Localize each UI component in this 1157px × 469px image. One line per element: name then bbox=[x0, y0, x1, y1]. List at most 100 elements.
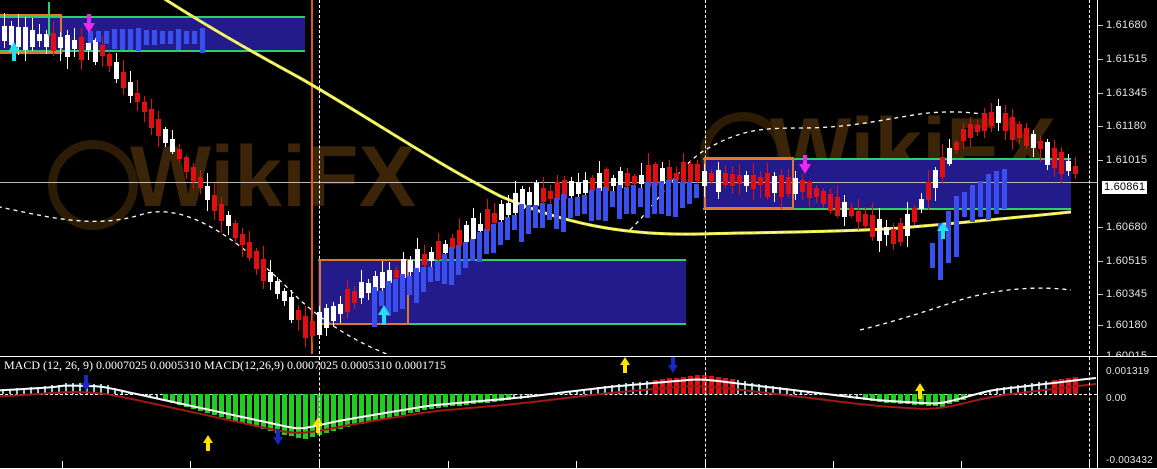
candle-body bbox=[1045, 142, 1050, 165]
price-axis-tick bbox=[1098, 126, 1103, 127]
macd-histogram-bar bbox=[1031, 383, 1033, 394]
macd-histogram-bar bbox=[891, 394, 896, 403]
momentum-bar bbox=[184, 30, 189, 44]
candle-body bbox=[170, 139, 175, 152]
macd-histogram-bar bbox=[331, 394, 336, 431]
momentum-bar bbox=[386, 281, 391, 316]
momentum-bar bbox=[575, 197, 580, 216]
momentum-bar bbox=[680, 182, 685, 208]
macd-histogram-bar bbox=[471, 394, 476, 404]
candle-body bbox=[751, 175, 756, 189]
macd-histogram-bar bbox=[65, 383, 67, 394]
macd-histogram-bar bbox=[149, 394, 151, 397]
candle-body bbox=[555, 182, 560, 200]
candle-body bbox=[184, 157, 189, 172]
momentum-bar bbox=[561, 194, 566, 232]
macd-histogram-bar bbox=[1010, 386, 1012, 394]
candle-body bbox=[107, 54, 112, 66]
candle-body bbox=[548, 191, 553, 199]
signal-box-left[interactable] bbox=[0, 14, 62, 54]
momentum-bar bbox=[582, 195, 587, 214]
price-axis-label: 1.61680 bbox=[1106, 19, 1148, 31]
macd-histogram-bar bbox=[751, 383, 753, 395]
macd-histogram-bar bbox=[709, 376, 714, 394]
macd-histogram-bar bbox=[366, 394, 371, 422]
price-axis-tick bbox=[1098, 160, 1103, 161]
macd-histogram-bar bbox=[779, 387, 781, 394]
candle-body bbox=[163, 129, 168, 143]
momentum-bar bbox=[470, 239, 475, 261]
price-chart-pane[interactable]: WikiFX WikiFX bbox=[0, 0, 1097, 354]
candle-body bbox=[415, 249, 420, 272]
momentum-bar bbox=[519, 204, 524, 242]
macd-histogram-bar bbox=[905, 394, 910, 404]
macd-axis-tick bbox=[833, 461, 834, 468]
price-axis-label: 1.60680 bbox=[1106, 221, 1148, 233]
candle-body bbox=[604, 169, 609, 191]
candle-body bbox=[639, 175, 644, 184]
momentum-bar bbox=[673, 179, 678, 217]
momentum-bar bbox=[152, 30, 157, 45]
momentum-bar bbox=[200, 27, 205, 53]
momentum-bar bbox=[88, 31, 93, 43]
macd-histogram-bar bbox=[415, 394, 420, 412]
candle-body bbox=[373, 276, 378, 291]
macd-histogram-bar bbox=[177, 394, 182, 405]
candle-body bbox=[534, 183, 539, 206]
macd-histogram-bar bbox=[401, 394, 406, 415]
macd-histogram-bar bbox=[765, 385, 767, 394]
candle-body bbox=[828, 194, 833, 211]
candle-body bbox=[275, 281, 280, 294]
candle-body bbox=[303, 316, 308, 338]
candle-body bbox=[317, 312, 322, 335]
macd-histogram-bar bbox=[492, 394, 497, 402]
candle-body bbox=[898, 223, 903, 242]
candle-body bbox=[569, 181, 574, 196]
candle-body bbox=[58, 37, 63, 48]
macd-histogram-bar bbox=[996, 388, 998, 394]
candle-body bbox=[541, 188, 546, 202]
candle-body bbox=[394, 270, 399, 278]
vertical-marker-orange bbox=[311, 0, 313, 354]
macd-histogram-bar bbox=[303, 394, 308, 439]
candle-body bbox=[37, 34, 42, 41]
candle-body bbox=[702, 171, 707, 186]
macd-histogram-bar bbox=[653, 380, 658, 394]
candle-body bbox=[135, 93, 140, 102]
macd-axis[interactable]: 0.001319 0.00 -0.003432 bbox=[1097, 356, 1157, 469]
candle-body bbox=[177, 149, 182, 159]
candle-body bbox=[149, 109, 154, 128]
candle-body bbox=[72, 40, 77, 49]
macd-histogram-bar bbox=[282, 394, 287, 435]
candle-body bbox=[23, 27, 28, 50]
candle-body bbox=[478, 224, 483, 231]
candle-body bbox=[198, 177, 203, 188]
macd-histogram-bar bbox=[919, 394, 924, 405]
momentum-bar bbox=[666, 180, 671, 216]
momentum-bar bbox=[136, 28, 141, 52]
macd-histogram-bar bbox=[72, 383, 74, 394]
candle-body bbox=[660, 168, 665, 184]
watermark-logo-ring bbox=[48, 140, 138, 230]
candle-body bbox=[268, 272, 273, 282]
candle-body bbox=[1003, 113, 1008, 131]
candle-body bbox=[877, 219, 882, 241]
momentum-bar bbox=[540, 203, 545, 228]
price-axis-tick bbox=[1098, 294, 1103, 295]
macd-histogram-bar bbox=[338, 394, 343, 429]
candle-body bbox=[359, 282, 364, 298]
macd-histogram-bar bbox=[408, 394, 413, 413]
macd-histogram-bar bbox=[184, 394, 189, 407]
macd-histogram-bar bbox=[737, 380, 739, 394]
price-axis[interactable]: 1.61680 1.61515 1.61345 1.61180 1.61015 1.606… bbox=[1097, 0, 1157, 362]
momentum-bar bbox=[393, 279, 398, 312]
macd-histogram-bar bbox=[688, 376, 693, 394]
macd-pane[interactable]: MACD (12, 26, 9) 0.0007025 0.0005310 MAC… bbox=[0, 356, 1097, 469]
candle-body bbox=[93, 40, 98, 62]
momentum-bar bbox=[603, 187, 608, 221]
macd-histogram-bar bbox=[44, 386, 46, 394]
macd-histogram-bar bbox=[93, 384, 95, 394]
macd-histogram-bar bbox=[730, 379, 735, 394]
macd-histogram-bar bbox=[478, 394, 483, 403]
momentum-bar bbox=[589, 190, 594, 221]
